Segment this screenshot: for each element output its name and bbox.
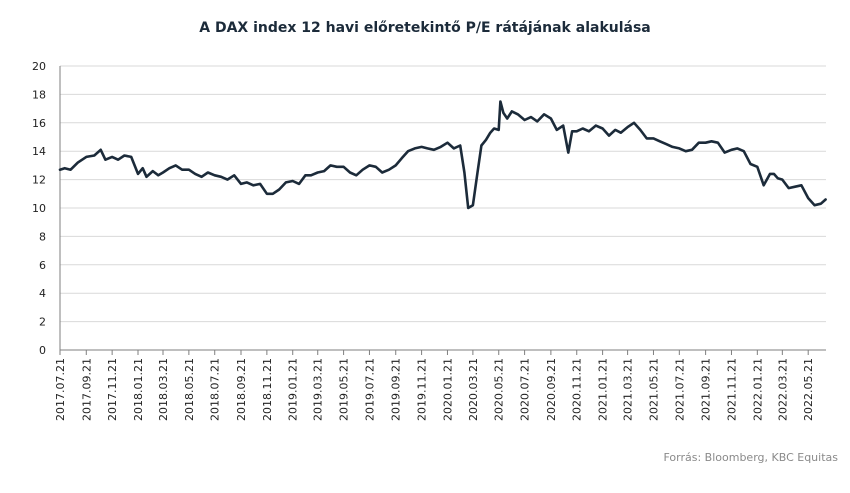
- source-note: Forrás: Bloomberg, KBC Equitas: [663, 451, 838, 464]
- y-tick-label: 12: [32, 174, 46, 187]
- y-tick-label: 14: [32, 145, 46, 158]
- x-tick-label: 2022.05.21: [802, 358, 815, 421]
- x-tick-label: 2020.09.21: [545, 358, 558, 421]
- series-line-pe-ratio: [58, 100, 827, 210]
- x-tick-label: 2019.07.21: [363, 358, 376, 421]
- chart-title: A DAX index 12 havi előretekintő P/E rát…: [199, 20, 651, 36]
- x-tick-label: 2020.01.21: [441, 358, 454, 421]
- x-tick-label: 2018.03.21: [157, 358, 170, 421]
- x-tick-label: 2021.11.21: [725, 358, 738, 421]
- y-tick-label: 6: [39, 259, 46, 272]
- x-tick-label: 2021.05.21: [647, 358, 660, 421]
- x-tick-label: 2017.09.21: [80, 358, 93, 421]
- x-tick-label: 2018.11.21: [261, 358, 274, 421]
- y-tick-label: 0: [39, 344, 46, 357]
- x-tick-label: 2020.03.21: [467, 358, 480, 421]
- x-tick-label: 2019.11.21: [416, 358, 429, 421]
- x-tick-label: 2019.09.21: [390, 358, 403, 421]
- y-tick-label: 4: [39, 287, 46, 300]
- x-tick-label: 2020.11.21: [571, 358, 584, 421]
- x-tick-label: 2021.09.21: [700, 358, 713, 421]
- x-tick-label: 2022.01.21: [751, 358, 764, 421]
- x-tick-label: 2017.11.21: [106, 358, 119, 421]
- x-tick-label: 2018.09.21: [235, 358, 248, 421]
- x-tick-label: 2019.05.21: [338, 358, 351, 421]
- y-axis-ticks: 0 2 4 6 8 10 12 14 16 18 20: [32, 60, 46, 357]
- x-tick-label: 2020.05.21: [493, 358, 506, 421]
- x-tick-label: 2020.07.21: [519, 358, 532, 421]
- x-tick-label: 2017.07.21: [54, 358, 67, 421]
- x-tick-label: 2019.03.21: [312, 358, 325, 421]
- x-tick-label: 2019.01.21: [287, 358, 300, 421]
- x-tick-label: 2021.03.21: [622, 358, 635, 421]
- x-axis-ticks: 2017.07.21 2017.09.21 2017.11.21 2018.01.21…: [54, 350, 815, 421]
- x-tick-label: 2021.07.21: [673, 358, 686, 421]
- x-tick-label: 2021.01.21: [597, 358, 610, 421]
- x-tick-label: 2022.03.21: [776, 358, 789, 421]
- y-tick-label: 10: [32, 202, 46, 215]
- x-tick-label: 2018.01.21: [132, 358, 145, 421]
- y-tick-label: 8: [39, 230, 46, 243]
- y-tick-label: 18: [32, 88, 46, 101]
- y-tick-label: 20: [32, 60, 46, 73]
- grid-lines: [60, 65, 826, 323]
- x-tick-label: 2018.05.21: [183, 358, 196, 421]
- x-tick-label: 2018.07.21: [209, 358, 222, 421]
- y-tick-label: 2: [39, 316, 46, 329]
- y-tick-label: 16: [32, 117, 46, 130]
